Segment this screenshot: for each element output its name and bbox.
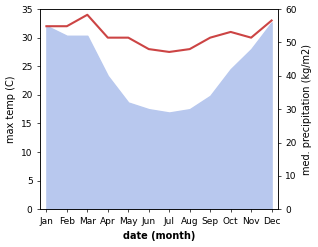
- Y-axis label: med. precipitation (kg/m2): med. precipitation (kg/m2): [302, 44, 313, 175]
- X-axis label: date (month): date (month): [123, 231, 195, 242]
- Y-axis label: max temp (C): max temp (C): [5, 75, 16, 143]
